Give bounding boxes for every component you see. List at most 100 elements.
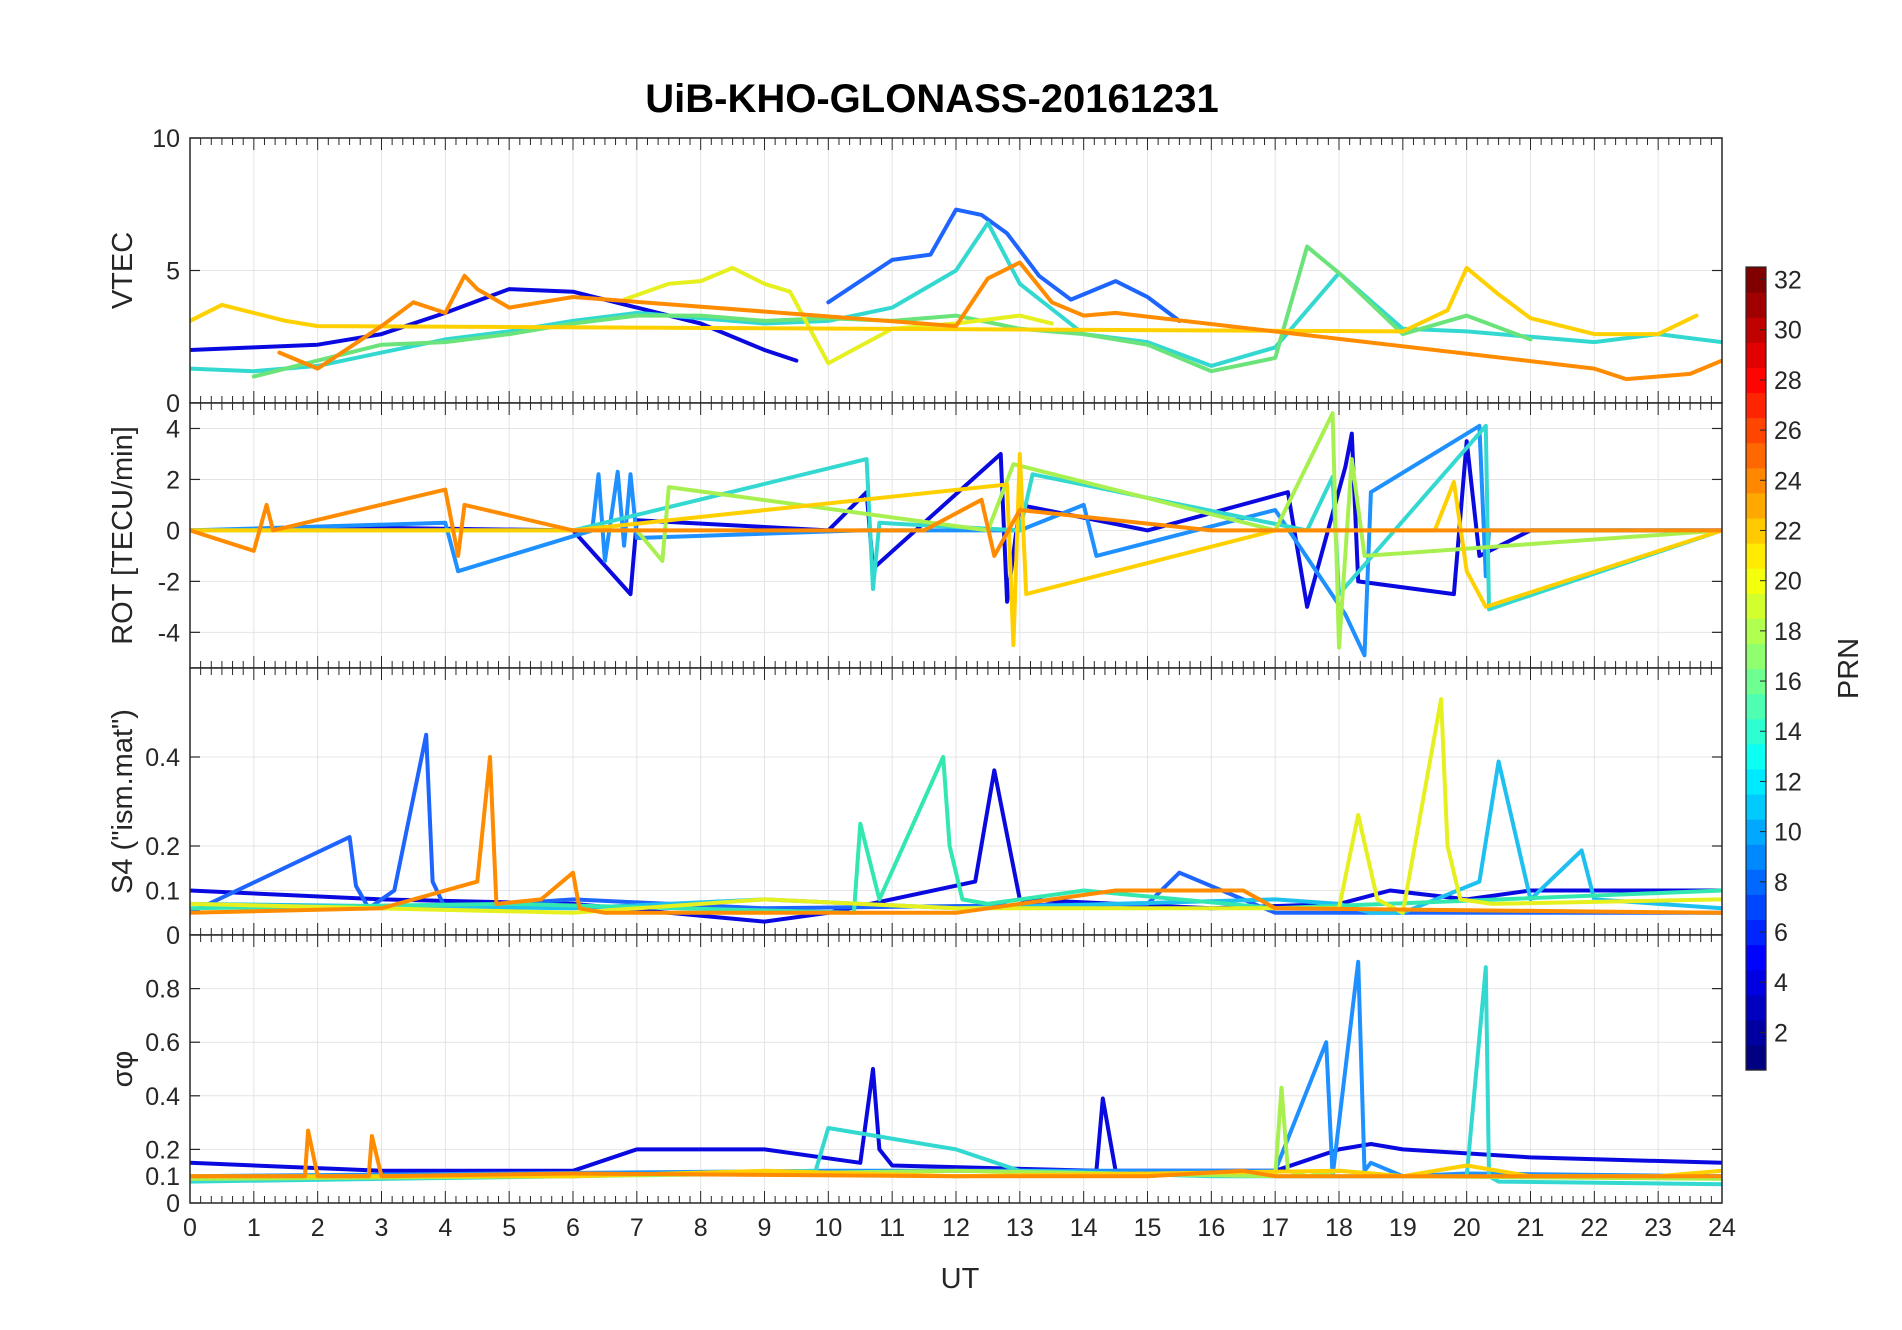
x-tick-label: 22 [1580,1214,1608,1242]
series-line-2 [190,423,1722,612]
x-tick-label: 14 [1070,1214,1098,1242]
colorbar-segment [1746,819,1766,845]
x-axis-label: UT [941,1263,980,1295]
x-tick-label: 13 [1006,1214,1034,1242]
y-tick-label: 0.4 [145,744,180,772]
x-tick-label: 19 [1389,1214,1417,1242]
x-tick-label: 21 [1517,1214,1545,1242]
colorbar-tick-label: 32 [1774,267,1802,295]
colorbar-segment [1746,568,1766,594]
series-line-1 [826,207,1182,323]
y-tick-label: 0 [166,390,180,418]
series-line-0 [190,1067,1722,1173]
colorbar-segment [1746,944,1766,971]
series-line-5 [190,265,1699,337]
x-tick-label: 17 [1261,1214,1289,1242]
colorbar-frame [1745,266,1767,1071]
colorbar-segment [1746,643,1766,670]
colorbar-tick-label: 28 [1774,367,1802,395]
x-tick-label: 5 [502,1214,516,1242]
colorbar-tick-label: 10 [1774,819,1802,847]
colorbar-segment [1746,668,1766,695]
x-tick-label: 3 [375,1214,389,1242]
y-tick-label: -4 [158,619,180,647]
x-tick-label: 6 [566,1214,580,1242]
colorbar-segment [1746,969,1766,996]
colorbar-segment [1746,693,1766,720]
colorbar-segment [1746,342,1766,368]
y-tick-label: 0.1 [145,878,180,906]
x-tick-label: 18 [1325,1214,1353,1242]
colorbar-segment [1746,367,1766,394]
colorbar-segment [1746,442,1766,469]
series-line-1 [190,732,1722,915]
x-tick-label: 16 [1197,1214,1225,1242]
y-tick-label: -2 [158,568,180,596]
series-group [190,207,1722,382]
x-tick-label: 24 [1708,1214,1736,1242]
colorbar-tick-label: 30 [1774,317,1802,345]
series-line-5 [190,755,1722,915]
colorbar-tick-label: 2 [1774,1019,1788,1047]
series-line-4 [190,452,1722,648]
colorbar-segment [1746,1044,1766,1071]
y-tick-label: 0.2 [145,833,180,861]
y-tick-label: 0 [166,517,180,545]
x-tick-label: 4 [438,1214,452,1242]
colorbar-tick-label: 8 [1774,869,1788,897]
colorbar-segment [1746,994,1766,1021]
y-tick-label: 0 [166,922,180,950]
x-tick-label: 15 [1134,1214,1162,1242]
colorbar-segment [1746,869,1766,895]
y-axis-label: VTEC [107,232,139,309]
y-tick-label: 0.4 [145,1083,180,1111]
y-tick-label: 0.8 [145,976,180,1004]
x-tick-label: 11 [879,1214,905,1242]
colorbar-segment [1746,543,1766,569]
colorbar-tick-label: 6 [1774,919,1788,947]
panel-sigma-phi: 00.10.2 0.4 0.6 0.8 σφ [107,934,1723,1218]
x-axis: 0 1 2 3 4 5 6 7 8 9 10 11 12 13 14 15 16 17 18 19 20 21 22 23 24 [183,1214,1736,1242]
y-tick-label: 0.1 [145,1163,180,1191]
colorbar-segment [1746,1019,1766,1046]
colorbar-tick-label: 12 [1774,768,1802,796]
series-line-5 [190,487,1722,558]
x-tick-label: 0 [183,1214,197,1242]
y-tick-label: 2 [166,466,180,494]
colorbar-label: PRN [1833,638,1865,699]
colorbar-segment [1746,919,1766,946]
y-tick-label: 0 [166,1190,180,1218]
x-tick-label: 1 [247,1214,261,1242]
colorbar-segment [1746,492,1766,519]
colorbar-segment [1746,894,1766,921]
colorbar-tick-label: 18 [1774,618,1802,646]
colorbar-segment [1746,718,1766,745]
x-tick-label: 8 [694,1214,708,1242]
y-tick-label: 10 [152,125,180,153]
colorbar-tick-label: 22 [1774,517,1802,545]
series-group [190,411,1722,658]
chart-title: UiB-KHO-GLONASS-20161231 [645,77,1219,121]
series-line-1 [190,423,1722,658]
colorbar-segment [1746,467,1766,494]
x-tick-label: 9 [758,1214,772,1242]
panel-s4: 0 0.1 0.2 0.4S4 ("ism.mat") [107,667,1723,950]
colorbar-segment [1746,743,1766,770]
x-tick-label: 20 [1453,1214,1481,1242]
colorbar-tick-label: 24 [1774,467,1802,495]
series-line-3 [190,411,1722,650]
y-tick-label: 5 [166,258,180,286]
colorbar-segment [1746,517,1766,544]
y-tick-label: 0.2 [145,1136,180,1164]
colorbar-segment [1746,392,1766,419]
x-tick-label: 10 [814,1214,842,1242]
series-line-5 [190,1128,1722,1179]
colorbar-tick-label: 20 [1774,568,1802,596]
x-tick-label: 7 [630,1214,644,1242]
colorbar-segment [1746,417,1766,444]
colorbar-segment [1746,593,1766,619]
series-group [190,697,1722,924]
series-line-3 [251,244,1533,379]
colorbar-segment [1746,768,1766,795]
